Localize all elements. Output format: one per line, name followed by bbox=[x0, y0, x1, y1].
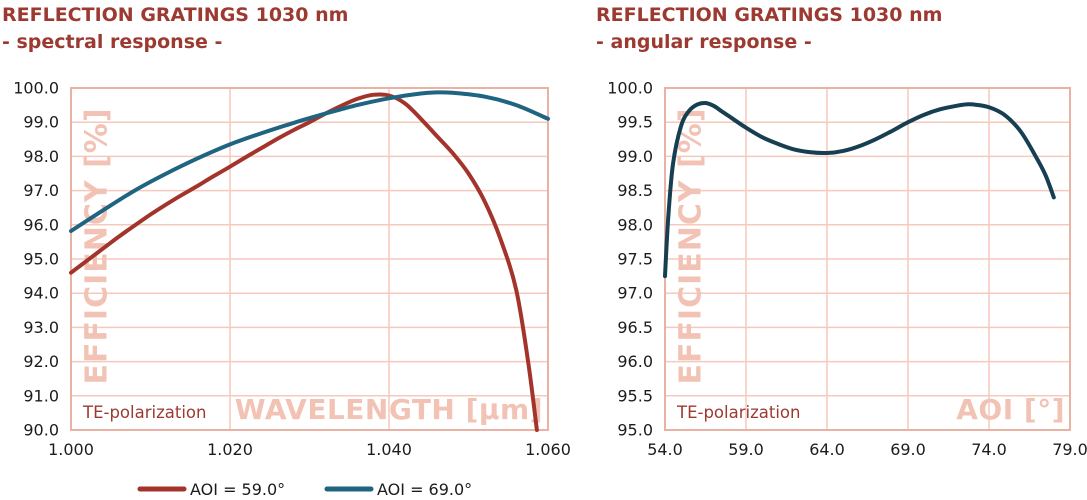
y-tick-label: 91.0 bbox=[23, 386, 59, 405]
series-curve-aoi-69-0- bbox=[69, 90, 550, 233]
x-tick-label: 74.0 bbox=[971, 440, 1007, 459]
y-tick-label: 97.5 bbox=[617, 250, 653, 269]
polarization-annotation: TE-polarization bbox=[82, 403, 206, 422]
legend-label-aoi-69: AOI = 69.0° bbox=[377, 480, 472, 499]
angular-chart-title: REFLECTION GRATINGS 1030 nm bbox=[596, 4, 942, 26]
y-tick-label: 96.0 bbox=[617, 352, 653, 371]
x-tick-label: 1.000 bbox=[48, 440, 94, 459]
y-tick-label: 99.0 bbox=[23, 113, 59, 132]
y-tick-label: 95.0 bbox=[23, 250, 59, 269]
y-tick-label: 94.0 bbox=[23, 284, 59, 303]
y-tick-label: 95.5 bbox=[617, 386, 653, 405]
angular-chart-subtitle: - angular response - bbox=[596, 31, 812, 53]
x-tick-label: 64.0 bbox=[809, 440, 845, 459]
y-tick-label: 97.0 bbox=[617, 284, 653, 303]
chart-titles: REFLECTION GRATINGS 1030 nm - spectral r… bbox=[2, 4, 942, 53]
series-curve-aoi-59-0- bbox=[69, 92, 539, 432]
polarization-annotation: TE-polarization bbox=[676, 403, 800, 422]
x-tick-label: 59.0 bbox=[728, 440, 764, 459]
y-tick-label: 96.0 bbox=[23, 215, 59, 234]
spectral-chart-subtitle: - spectral response - bbox=[2, 31, 222, 53]
angular-response-plot: EFFICIENCY [%] AOI [°] TE-polarization 100.… bbox=[607, 79, 1087, 460]
x-tick-label: 1.020 bbox=[207, 440, 253, 459]
plot-border bbox=[70, 87, 549, 431]
y-tick-label: 98.0 bbox=[23, 147, 59, 166]
y-tick-label: 99.0 bbox=[617, 147, 653, 166]
y-tick-label: 96.5 bbox=[617, 318, 653, 337]
x-axis-watermark: WAVELENGTH [μm] bbox=[235, 393, 543, 426]
spectral-chart-title: REFLECTION GRATINGS 1030 nm bbox=[2, 4, 348, 26]
y-tick-label: 98.0 bbox=[617, 215, 653, 234]
y-tick-label: 95.0 bbox=[617, 421, 653, 440]
x-tick-label: 1.060 bbox=[525, 440, 571, 459]
x-tick-label: 69.0 bbox=[890, 440, 926, 459]
y-tick-label: 99.5 bbox=[617, 113, 653, 132]
series-curve-1-0 bbox=[663, 100, 1056, 279]
x-axis-watermark: AOI [°] bbox=[956, 393, 1065, 426]
y-tick-label: 98.5 bbox=[617, 181, 653, 200]
y-tick-label: 90.0 bbox=[23, 421, 59, 440]
y-tick-label: 97.0 bbox=[23, 181, 59, 200]
x-tick-label: 1.040 bbox=[366, 440, 412, 459]
legend-label-aoi-59: AOI = 59.0° bbox=[190, 480, 285, 499]
y-tick-label: 100.0 bbox=[13, 79, 59, 98]
x-tick-label: 79.0 bbox=[1052, 440, 1087, 459]
y-tick-label: 93.0 bbox=[23, 318, 59, 337]
y-tick-label: 100.0 bbox=[607, 79, 653, 98]
x-tick-label: 54.0 bbox=[647, 440, 683, 459]
spectral-response-plot: EFFICIENCY [%]WAVELENGTH [μm]TE-polariza… bbox=[13, 79, 571, 460]
y-tick-label: 92.0 bbox=[23, 352, 59, 371]
legend: AOI = 59.0° AOI = 69.0° bbox=[137, 480, 472, 499]
y-axis-watermark: EFFICIENCY [%] bbox=[674, 107, 709, 384]
